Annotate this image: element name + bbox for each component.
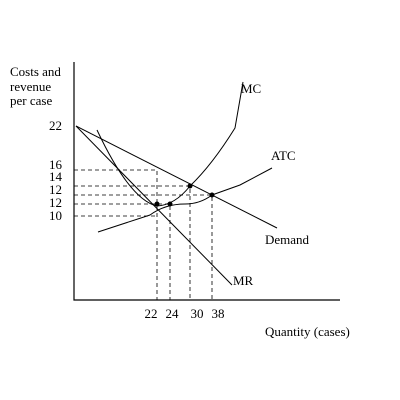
demand-curve — [75, 125, 278, 229]
curve-label: MR — [233, 273, 254, 288]
y-tick-label: 16 — [49, 157, 63, 172]
guide — [74, 169, 158, 300]
x-axis-label: Quantity (cases) — [265, 324, 350, 339]
y-axis-label: Costs and — [10, 64, 61, 79]
atc-curve — [97, 167, 273, 233]
y-tick-label: 12 — [49, 182, 62, 197]
y-tick-label: 14 — [49, 169, 63, 184]
y-tick-label: 12 — [49, 195, 62, 210]
point — [209, 192, 215, 198]
y-axis-label: revenue — [10, 79, 51, 94]
point — [154, 201, 160, 207]
y-tick-label: 10 — [49, 208, 62, 223]
y-tick-label: 22 — [49, 118, 62, 133]
curve-label: ATC — [271, 148, 296, 163]
x-tick-label: 24 — [166, 306, 180, 321]
point — [167, 201, 173, 207]
axes — [73, 62, 340, 301]
point — [187, 183, 193, 189]
guide — [74, 194, 213, 300]
curve-label: Demand — [265, 232, 310, 247]
mc-curve — [96, 81, 244, 207]
x-tick-label: 30 — [191, 306, 204, 321]
guide — [74, 203, 171, 300]
y-axis-label: per case — [10, 93, 52, 108]
x-tick-label: 22 — [145, 306, 158, 321]
curve-label: MC — [241, 81, 261, 96]
x-tick-label: 38 — [212, 306, 225, 321]
